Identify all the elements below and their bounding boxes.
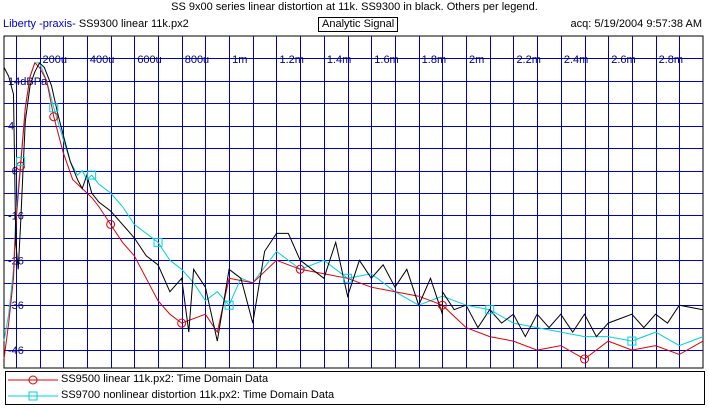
y-tick-label: -36 (8, 300, 24, 312)
x-tick-label: 1.6m (374, 54, 398, 66)
acquisition-timestamp: acq: 5/19/2004 9:57:38 AM (570, 18, 703, 30)
series-lines (3, 62, 704, 360)
x-tick-label: 1m (232, 54, 247, 66)
series-point-square (485, 305, 495, 315)
series-point-circle (295, 264, 305, 274)
series-point-square (87, 170, 97, 180)
series-line-2 (3, 62, 704, 347)
legend: SS9500 linear 11k.px2: Time Domain Data … (5, 371, 705, 405)
series-point-square (16, 157, 26, 167)
file-name: SS9300 linear 11k.px2 (78, 18, 189, 30)
y-tick-label: -26 (8, 255, 24, 267)
series-point-square (627, 336, 637, 346)
x-tick-label: 2.8m (659, 54, 683, 66)
series-point-circle (580, 354, 590, 364)
chart-title: SS 9x00 series linear distortion at 11k.… (171, 1, 538, 13)
x-tick-label: 200u (43, 54, 67, 66)
series-point-circle (106, 219, 116, 229)
x-tick-label: 2.2m (516, 54, 540, 66)
series-point-square (343, 273, 353, 283)
legend-label-ss9500: SS9500 linear 11k.px2: Time Domain Data (61, 373, 269, 385)
series-point-circle (177, 318, 187, 328)
header-file-info: Liberty -praxis- SS9300 linear 11k.px2 (3, 18, 189, 30)
brand-label: Liberty -praxis- (3, 18, 76, 30)
series-point-circle (437, 300, 447, 310)
plot-frame (3, 35, 704, 369)
x-tick-label: 600u (137, 54, 161, 66)
x-tick-label: 400u (90, 54, 114, 66)
y-tick-label: -46 (8, 345, 24, 357)
x-tick-label: 1.8m (422, 54, 446, 66)
y-tick-label: -6 (8, 166, 18, 178)
x-tick-label: 2.6m (611, 54, 635, 66)
tick-labels: 200u 400u 600u 800u 1m 1.2m 1.4m 1.6m 1.8m 2m 2.2m… (8, 54, 683, 357)
x-tick-label: 2.4m (564, 54, 588, 66)
square-marker-icon (8, 391, 58, 401)
series-point-square (224, 300, 234, 310)
series-point-square (49, 103, 59, 113)
analytic-signal-button[interactable]: Analytic Signal (318, 17, 399, 32)
x-tick-label: 1.4m (327, 54, 351, 66)
legend-item-ss9500[interactable]: SS9500 linear 11k.px2: Time Domain Data (6, 372, 704, 388)
x-tick-label: 1.2m (279, 54, 303, 66)
series-line-1 (3, 62, 704, 360)
series-point-circle (49, 112, 59, 122)
x-tick-label: 2m (469, 54, 484, 66)
plot-area: 200u 400u 600u 800u 1m 1.2m 1.4m 1.6m 1.8m 2m 2.2m… (3, 35, 704, 369)
circle-marker-icon (8, 375, 58, 385)
x-tick-label: 800u (185, 54, 209, 66)
series-point-square (153, 237, 163, 247)
legend-item-ss9700[interactable]: SS9700 nonlinear distortion 11k.px2: Tim… (6, 388, 704, 404)
y-tick-label: 14dBPa (8, 76, 48, 88)
legend-label-ss9700: SS9700 nonlinear distortion 11k.px2: Tim… (61, 389, 335, 401)
grid-lines (3, 35, 704, 369)
series-line-0 (3, 62, 704, 342)
series-markers (16, 103, 637, 364)
y-tick-label: 4 (8, 121, 14, 133)
